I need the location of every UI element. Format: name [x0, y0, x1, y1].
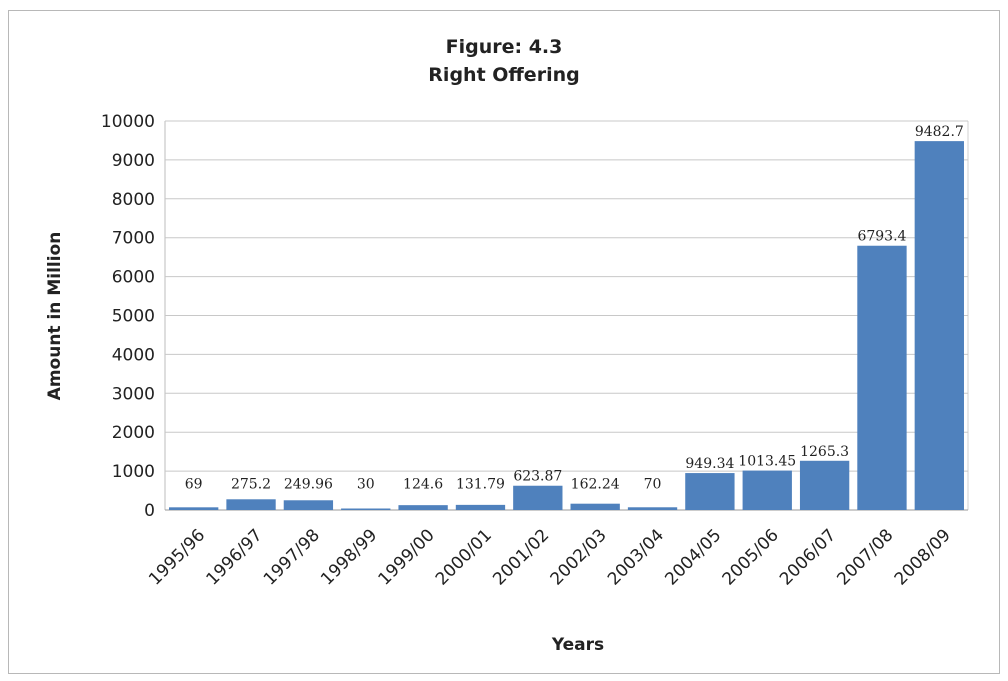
x-tick-label: 1998/99	[317, 525, 381, 589]
bar	[513, 485, 563, 510]
x-tick-label: 2000/01	[432, 525, 496, 589]
x-tick-label: 1997/98	[260, 525, 324, 589]
y-tick-label: 5000	[112, 307, 155, 327]
chart-title: Figure: 4.3	[445, 36, 563, 58]
data-label: 1013.45	[738, 454, 796, 470]
y-tick-label: 2000	[112, 423, 155, 443]
data-label: 623.87	[513, 469, 562, 485]
data-label: 30	[357, 476, 375, 492]
data-label: 1265.3	[800, 444, 849, 460]
chart-subtitle: Right Offering	[428, 64, 580, 86]
x-tick-label: 2005/06	[719, 525, 783, 589]
data-label: 9482.7	[915, 124, 964, 140]
x-tick-label: 2006/07	[776, 525, 840, 589]
x-tick-label: 2008/09	[891, 525, 955, 589]
data-label: 70	[644, 476, 662, 492]
y-axis-title: Amount in Million	[45, 232, 65, 401]
y-tick-label: 1000	[112, 462, 155, 482]
bar	[169, 507, 219, 510]
y-tick-label: 8000	[112, 190, 155, 210]
y-tick-label: 6000	[112, 268, 155, 288]
y-tick-label: 10000	[101, 112, 155, 132]
data-label: 249.96	[284, 476, 333, 492]
x-tick-label: 2002/03	[547, 525, 611, 589]
y-tick-label: 4000	[112, 345, 155, 365]
y-tick-label: 9000	[112, 151, 155, 171]
bar	[857, 245, 907, 510]
bar	[742, 470, 792, 510]
data-labels: 69 275.2 249.96 30 124.6 131.79 623.87 162.24 70…	[185, 124, 964, 492]
data-label: 69	[185, 476, 203, 492]
bar	[341, 508, 391, 510]
data-label: 949.34	[685, 456, 734, 472]
x-tick-label: 1999/00	[375, 525, 439, 589]
data-label: 124.6	[403, 476, 443, 492]
bar	[627, 507, 678, 510]
bar	[455, 504, 506, 510]
y-tick-labels: 0 1000 2000 3000 4000 5000 6000 7000 8000 9000 100…	[101, 112, 155, 521]
data-label: 162.24	[571, 476, 620, 492]
data-label: 6793.4	[857, 229, 906, 245]
x-tick-label: 2001/02	[489, 525, 553, 589]
x-axis-title: Years	[551, 635, 604, 655]
y-tick-label: 7000	[112, 229, 155, 249]
bar	[570, 503, 620, 510]
bar	[283, 500, 334, 510]
x-tick-label: 2003/04	[604, 525, 668, 589]
x-tick-labels: 1995/961996/971997/981998/991999/002000/…	[145, 525, 955, 589]
x-tick-label: 2007/08	[833, 525, 897, 589]
bar	[799, 460, 850, 510]
x-tick-label: 2004/05	[661, 525, 725, 589]
bars	[169, 141, 964, 510]
y-tick-label: 3000	[112, 384, 155, 404]
data-label: 275.2	[231, 476, 271, 492]
data-label: 131.79	[456, 476, 505, 492]
x-tick-label: 1995/96	[145, 525, 209, 589]
bar	[226, 499, 276, 510]
bar	[685, 473, 735, 510]
bar	[914, 141, 964, 510]
x-tick-label: 1996/97	[202, 525, 266, 589]
y-tick-label: 0	[144, 501, 155, 521]
bar	[398, 505, 448, 510]
